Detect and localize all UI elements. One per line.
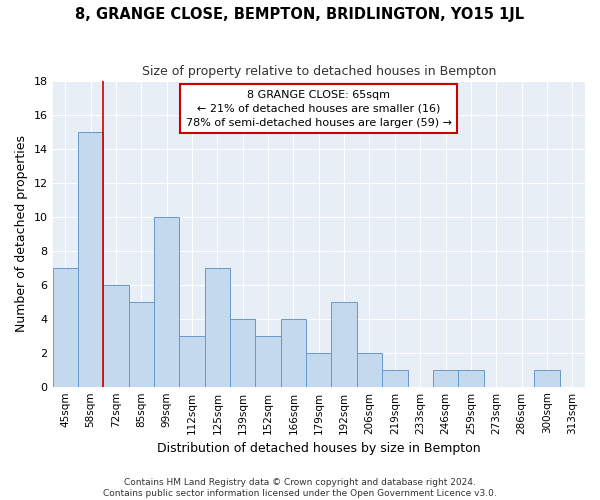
- Bar: [179, 336, 205, 386]
- Text: 8, GRANGE CLOSE, BEMPTON, BRIDLINGTON, YO15 1JL: 8, GRANGE CLOSE, BEMPTON, BRIDLINGTON, Y…: [76, 8, 524, 22]
- Bar: [256, 336, 281, 386]
- Title: Size of property relative to detached houses in Bempton: Size of property relative to detached ho…: [142, 65, 496, 78]
- Bar: [281, 318, 306, 386]
- Text: 8 GRANGE CLOSE: 65sqm
← 21% of detached houses are smaller (16)
78% of semi-deta: 8 GRANGE CLOSE: 65sqm ← 21% of detached …: [186, 90, 452, 128]
- Bar: [382, 370, 407, 386]
- Bar: [458, 370, 484, 386]
- Bar: [205, 268, 230, 386]
- Bar: [53, 268, 78, 386]
- Bar: [128, 302, 154, 386]
- Bar: [78, 132, 103, 386]
- Bar: [306, 352, 331, 386]
- Bar: [357, 352, 382, 386]
- Bar: [230, 318, 256, 386]
- Bar: [103, 284, 128, 386]
- Y-axis label: Number of detached properties: Number of detached properties: [15, 135, 28, 332]
- Bar: [433, 370, 458, 386]
- Text: Contains HM Land Registry data © Crown copyright and database right 2024.
Contai: Contains HM Land Registry data © Crown c…: [103, 478, 497, 498]
- Bar: [154, 216, 179, 386]
- Bar: [534, 370, 560, 386]
- Bar: [331, 302, 357, 386]
- X-axis label: Distribution of detached houses by size in Bempton: Distribution of detached houses by size …: [157, 442, 481, 455]
